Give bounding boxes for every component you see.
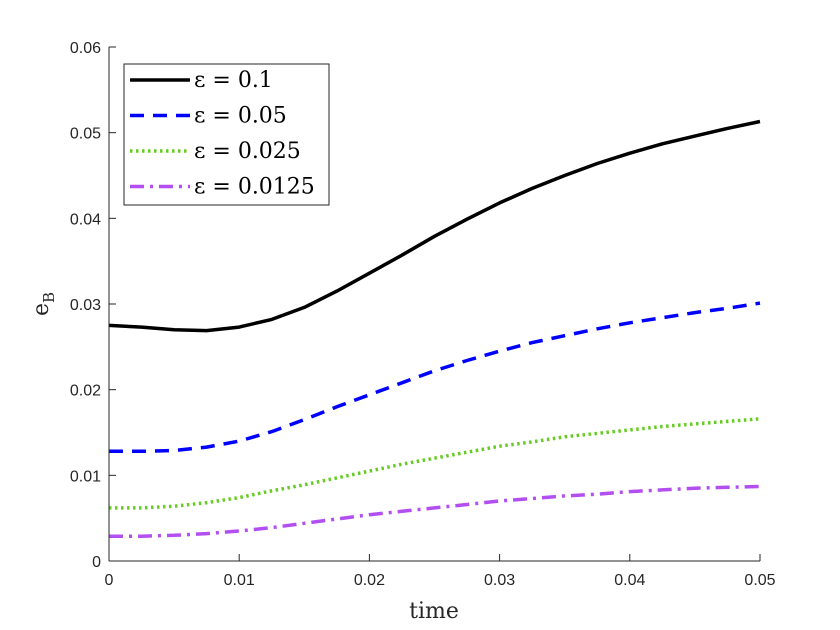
legend-label: ε = 0.05 (194, 104, 287, 129)
x-tick-label: 0.01 (224, 572, 255, 589)
x-tick-label: 0 (105, 572, 114, 589)
y-tick-label: 0.04 (70, 211, 101, 228)
y-axis-title-subscript: B (40, 292, 58, 303)
y-tick-label: 0.02 (70, 383, 101, 400)
series-line-3 (109, 417, 761, 510)
series-line-4 (109, 484, 761, 538)
y-tick-label: 0 (92, 554, 101, 571)
x-tick-label: 0.04 (614, 572, 645, 589)
y-tick-label: 0.01 (70, 468, 101, 485)
x-tick-label: 0.05 (744, 572, 775, 589)
legend-label: ε = 0.0125 (194, 175, 315, 200)
legend-label: ε = 0.1 (194, 68, 273, 93)
y-tick-label: 0.03 (70, 297, 101, 314)
x-tick-label: 0.03 (484, 572, 515, 589)
axes: 0 0.01 0.02 0.03 0.04 0.05 0 0.01 0.02 0.03 0.04 0.… (70, 40, 776, 589)
y-axis-title: eB (29, 292, 58, 316)
y-tick-label: 0.06 (70, 40, 101, 57)
x-axis-title: time (409, 599, 459, 624)
y-axis-title-main: e (29, 303, 54, 316)
series-line-1 (108, 119, 761, 333)
x-tick-label: 0.02 (354, 572, 385, 589)
plot-area (108, 119, 761, 538)
legend-box (123, 63, 330, 206)
y-tick-label: 0.05 (70, 126, 101, 143)
legend: ε = 0.1 ε = 0.05 ε = 0.025 ε = 0.0125 (123, 63, 330, 206)
legend-label: ε = 0.025 (194, 139, 301, 164)
series-line-2 (109, 301, 761, 454)
